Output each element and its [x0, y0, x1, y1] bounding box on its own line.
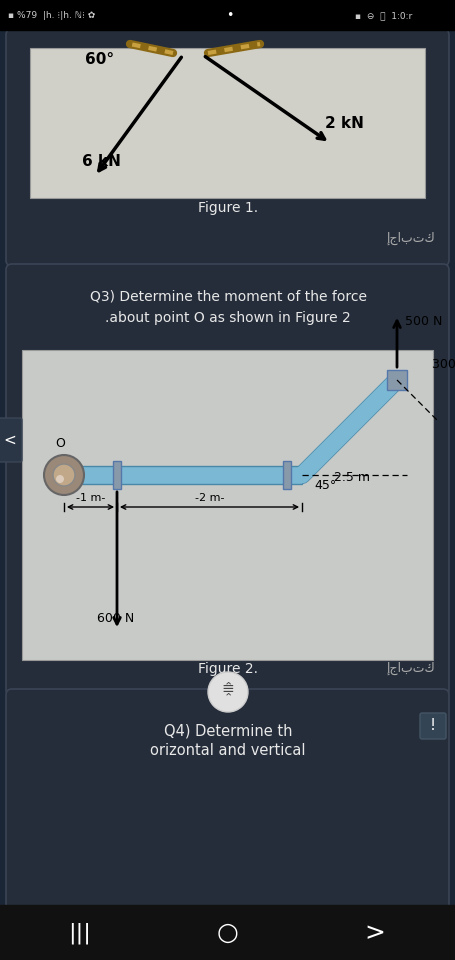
- Circle shape: [56, 475, 64, 483]
- Text: ▪  ⊖  🖼  1:0:r: ▪ ⊖ 🖼 1:0:r: [355, 12, 412, 20]
- Bar: [113, 461, 121, 489]
- Bar: [0, 905, 455, 960]
- Circle shape: [44, 455, 84, 495]
- FancyBboxPatch shape: [6, 29, 449, 266]
- Text: 2.5 m: 2.5 m: [334, 471, 370, 484]
- Text: >: >: [364, 921, 385, 945]
- Text: 60°: 60°: [85, 52, 114, 67]
- FancyBboxPatch shape: [6, 264, 449, 696]
- Text: 300 N: 300 N: [432, 358, 455, 371]
- Text: !: !: [430, 718, 436, 733]
- Bar: [22, 350, 433, 660]
- FancyBboxPatch shape: [420, 713, 446, 739]
- Bar: [82, 466, 302, 484]
- Text: ≡: ≡: [222, 682, 234, 697]
- Text: orizontal and vertical: orizontal and vertical: [150, 743, 306, 758]
- Text: Figure 2.: Figure 2.: [198, 662, 258, 676]
- Text: إجابتك: إجابتك: [386, 232, 435, 246]
- Text: 45°: 45°: [314, 479, 336, 492]
- Text: Q4) Determine th: Q4) Determine th: [164, 723, 292, 738]
- Text: ○: ○: [217, 921, 239, 945]
- Text: Q3) Determine the moment of the force: Q3) Determine the moment of the force: [90, 289, 366, 303]
- Text: -2 m-: -2 m-: [195, 493, 224, 503]
- Bar: [30, 48, 425, 198]
- Bar: [387, 370, 407, 390]
- Text: 600 N: 600 N: [97, 612, 134, 625]
- Bar: [0, 0, 455, 30]
- Text: •: •: [226, 10, 234, 22]
- Text: ⌃
⌃: ⌃ ⌃: [223, 682, 233, 703]
- Text: إجابتك: إجابتك: [386, 662, 435, 675]
- Text: |||: |||: [69, 923, 91, 944]
- Text: <: <: [4, 433, 16, 447]
- Text: Figure 1.: Figure 1.: [198, 201, 258, 215]
- Text: 2 kN: 2 kN: [325, 116, 364, 131]
- Text: -1 m-: -1 m-: [76, 493, 105, 503]
- Text: ▪ %79  |h. ⁞|h. ℕ⁞ ✿: ▪ %79 |h. ⁞|h. ℕ⁞ ✿: [8, 12, 95, 20]
- Circle shape: [208, 672, 248, 712]
- Text: O: O: [55, 437, 65, 450]
- Text: .about point O as shown in Figure 2: .about point O as shown in Figure 2: [105, 311, 351, 325]
- FancyBboxPatch shape: [6, 689, 449, 911]
- FancyBboxPatch shape: [0, 418, 22, 462]
- Bar: [283, 461, 291, 489]
- Text: 6 kN: 6 kN: [82, 154, 121, 169]
- Circle shape: [53, 464, 75, 486]
- Text: 500 N: 500 N: [405, 315, 442, 328]
